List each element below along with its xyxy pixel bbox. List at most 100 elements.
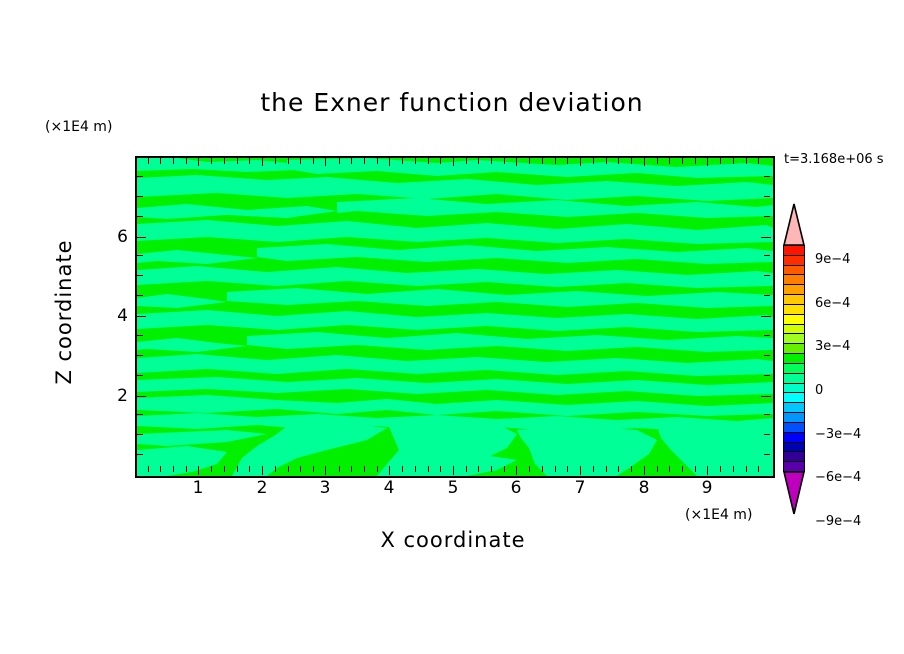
x-minor-tick-1 bbox=[148, 466, 149, 472]
x-minor-tick-14 bbox=[313, 466, 314, 472]
x-minor-tick-24 bbox=[440, 466, 441, 472]
y-tick-4 bbox=[136, 316, 146, 317]
y-minor-tick-3 bbox=[137, 414, 143, 415]
y-minor-tick-14 bbox=[137, 196, 143, 197]
x-minor-tick-13 bbox=[300, 466, 301, 472]
y-minor-tick-11 bbox=[137, 255, 143, 256]
x-minor-tick-48 bbox=[746, 466, 747, 472]
x-minor-tick-11 bbox=[275, 466, 276, 472]
x-minor-tick-34 bbox=[567, 466, 568, 472]
x-minor-tick-top-12 bbox=[288, 158, 289, 164]
x-tick-top-5 bbox=[453, 157, 454, 166]
x-minor-tick-26 bbox=[466, 466, 467, 472]
x-minor-tick-top-37 bbox=[606, 158, 607, 164]
x-minor-tick-28 bbox=[491, 466, 492, 472]
x-axis-unit-label: (×1E4 m) bbox=[685, 507, 753, 523]
x-tick-6 bbox=[516, 466, 517, 475]
y-minor-tick-6 bbox=[137, 355, 143, 356]
x-minor-tick-top-2 bbox=[160, 158, 161, 164]
x-tick-top-2 bbox=[262, 157, 263, 166]
x-minor-tick-top-43 bbox=[682, 158, 683, 164]
x-minor-tick-8 bbox=[237, 466, 238, 472]
y-axis-title: Z coordinate bbox=[52, 239, 76, 385]
y-minor-tick-right-6 bbox=[764, 355, 770, 356]
x-minor-tick-top-11 bbox=[275, 158, 276, 164]
x-tick-top-9 bbox=[707, 157, 708, 166]
y-axis-unit-label: (×1E4 m) bbox=[45, 119, 113, 135]
x-minor-tick-16 bbox=[339, 466, 340, 472]
colorbar-label-0: 0 bbox=[815, 383, 824, 398]
x-minor-tick-top-26 bbox=[466, 158, 467, 164]
x-minor-tick-top-4 bbox=[186, 158, 187, 164]
x-minor-tick-29 bbox=[504, 466, 505, 472]
x-minor-tick-top-27 bbox=[478, 158, 479, 164]
colorbar-label-3e-4: 3e−4 bbox=[815, 339, 851, 354]
x-minor-tick-top-44 bbox=[695, 158, 696, 164]
x-minor-tick-17 bbox=[351, 466, 352, 472]
y-minor-tick-right-10 bbox=[764, 275, 770, 276]
y-minor-tick-right-2 bbox=[764, 434, 770, 435]
x-minor-tick-top-48 bbox=[746, 158, 747, 164]
y-tick-label-6: 6 bbox=[117, 227, 128, 247]
x-minor-tick-49 bbox=[758, 466, 759, 472]
x-minor-tick-3 bbox=[173, 466, 174, 472]
y-minor-tick-right-7 bbox=[764, 335, 770, 336]
contour-field bbox=[137, 158, 773, 476]
x-minor-tick-top-24 bbox=[440, 158, 441, 164]
colorbar[interactable] bbox=[783, 245, 805, 472]
x-minor-tick-2 bbox=[160, 466, 161, 472]
y-tick-6 bbox=[136, 237, 146, 238]
x-minor-tick-6 bbox=[211, 466, 212, 472]
y-minor-tick-right-14 bbox=[764, 196, 770, 197]
x-tick-label-3: 3 bbox=[319, 478, 331, 498]
x-minor-tick-31 bbox=[529, 466, 530, 472]
x-minor-tick-42 bbox=[669, 466, 670, 472]
x-tick-1 bbox=[198, 466, 199, 475]
x-minor-tick-top-16 bbox=[339, 158, 340, 164]
y-minor-tick-9 bbox=[137, 295, 143, 296]
colorbar-label-6e-4: 6e−4 bbox=[815, 296, 851, 311]
x-tick-4 bbox=[389, 466, 390, 475]
x-minor-tick-top-23 bbox=[428, 158, 429, 164]
x-minor-tick-38 bbox=[618, 466, 619, 472]
y-tick-label-2: 2 bbox=[117, 386, 128, 406]
x-minor-tick-top-39 bbox=[631, 158, 632, 164]
y-minor-tick-7 bbox=[137, 335, 143, 336]
x-minor-tick-top-7 bbox=[224, 158, 225, 164]
colorbar-label-m3e-4: −3e−4 bbox=[815, 427, 862, 442]
x-tick-label-4: 4 bbox=[383, 478, 395, 498]
x-minor-tick-12 bbox=[288, 466, 289, 472]
x-minor-tick-27 bbox=[478, 466, 479, 472]
y-minor-tick-right-11 bbox=[764, 255, 770, 256]
x-minor-tick-22 bbox=[415, 466, 416, 472]
x-minor-tick-19 bbox=[377, 466, 378, 472]
x-minor-tick-top-13 bbox=[300, 158, 301, 164]
x-tick-label-9: 9 bbox=[701, 478, 713, 498]
x-minor-tick-top-17 bbox=[351, 158, 352, 164]
y-tick-2 bbox=[136, 396, 146, 397]
x-minor-tick-9 bbox=[249, 466, 250, 472]
x-minor-tick-36 bbox=[593, 466, 594, 472]
y-minor-tick-right-15 bbox=[764, 176, 770, 177]
y-minor-tick-5 bbox=[137, 375, 143, 376]
x-tick-9 bbox=[707, 466, 708, 475]
x-minor-tick-top-19 bbox=[377, 158, 378, 164]
colorbar-label-9e-4: 9e−4 bbox=[815, 252, 851, 267]
x-minor-tick-43 bbox=[682, 466, 683, 472]
x-minor-tick-top-8 bbox=[237, 158, 238, 164]
y-tick-label-4: 4 bbox=[117, 306, 128, 326]
x-minor-tick-top-29 bbox=[504, 158, 505, 164]
x-tick-8 bbox=[644, 466, 645, 475]
x-tick-7 bbox=[580, 466, 581, 475]
y-minor-tick-15 bbox=[137, 176, 143, 177]
x-tick-label-8: 8 bbox=[638, 478, 650, 498]
x-tick-2 bbox=[262, 466, 263, 475]
x-tick-3 bbox=[325, 466, 326, 475]
x-tick-top-7 bbox=[580, 157, 581, 166]
x-minor-tick-44 bbox=[695, 466, 696, 472]
x-minor-tick-37 bbox=[606, 466, 607, 472]
y-minor-tick-right-3 bbox=[764, 414, 770, 415]
x-minor-tick-21 bbox=[402, 466, 403, 472]
time-annotation: t=3.168e+06 s bbox=[784, 152, 884, 167]
